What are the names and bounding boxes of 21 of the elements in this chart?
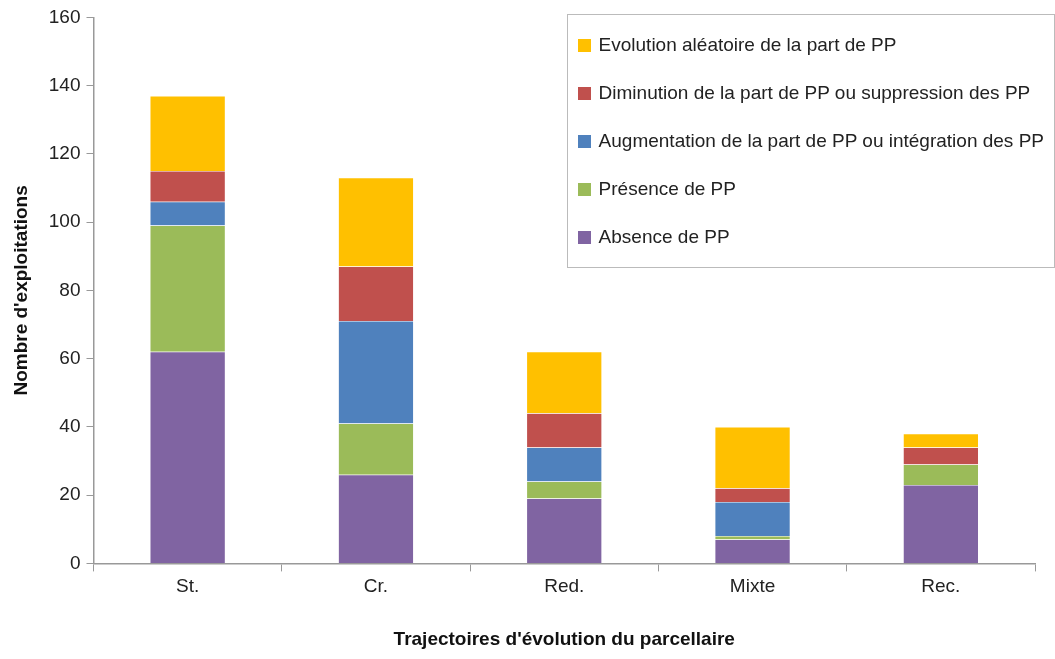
- x-axis-title: Trajectoires d'évolution du parcellaire: [393, 627, 735, 649]
- y-tick-label: 40: [59, 415, 81, 437]
- y-tick-label: 60: [59, 346, 81, 368]
- legend-label: Evolution aléatoire de la part de PP: [598, 34, 897, 56]
- legend-label: Absence de PP: [598, 226, 730, 248]
- y-axis-title: Nombre d'exploitations: [9, 185, 31, 396]
- legend-label: Augmentation de la part de PP ou intégration des PP: [598, 130, 1044, 152]
- x-tick-label: St.: [176, 575, 200, 597]
- x-tick-label: Mixte: [729, 575, 776, 597]
- y-tick-label: 20: [59, 483, 81, 505]
- y-tick-label: 100: [48, 210, 81, 232]
- x-tick-label: Rec.: [921, 575, 961, 597]
- y-tick-label: 0: [69, 551, 81, 573]
- legend-label: Présence de PP: [598, 178, 736, 200]
- x-tick-label: Cr.: [363, 575, 389, 597]
- x-tick-label: Red.: [544, 575, 585, 597]
- y-tick-label: 120: [48, 142, 81, 164]
- y-tick-label: 160: [48, 5, 81, 27]
- y-tick-label: 140: [48, 73, 81, 95]
- legend-label: Diminution de la part de PP ou suppression des PP: [598, 82, 1031, 104]
- y-tick-label: 80: [59, 278, 81, 300]
